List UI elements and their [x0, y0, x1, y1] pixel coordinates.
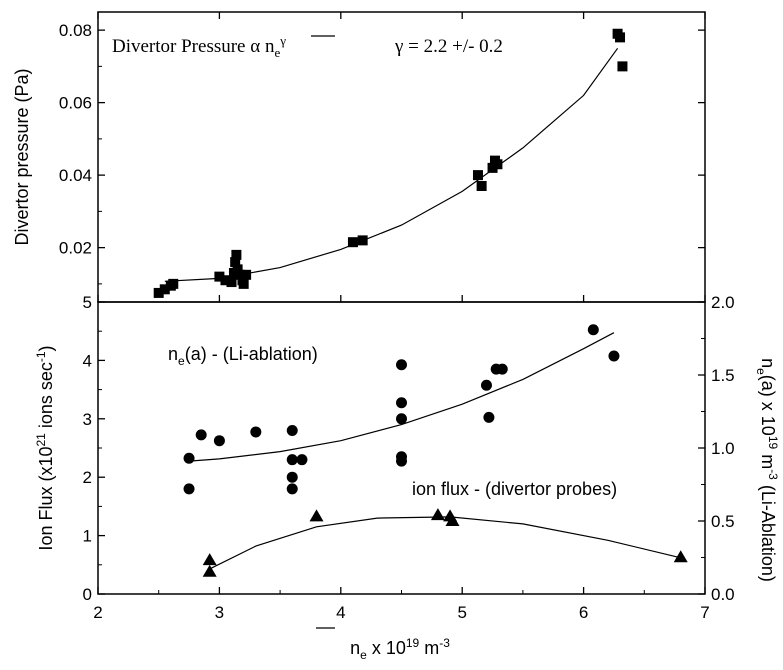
- li-ablation-point: [496, 363, 508, 375]
- left-y-tick-label: 0: [83, 585, 92, 604]
- bottom-right-y-axis-label: ne(a) x 1019 m-3 (Li-Ablation): [754, 358, 780, 582]
- series-label-li-ablation: ne(a) - (Li-ablation): [168, 344, 318, 368]
- li-ablation-fit-line: [189, 332, 615, 462]
- top-y-tick-label: 0.02: [59, 239, 92, 258]
- li-ablation-point: [396, 397, 407, 409]
- pressure-point: [476, 181, 487, 191]
- right-y-tick-label: 1.0: [711, 439, 735, 458]
- pressure-point: [226, 277, 237, 288]
- bottom-fit-lines-group: [189, 332, 681, 570]
- ion-flux-point: [309, 509, 324, 522]
- pressure-point: [615, 32, 626, 43]
- li-ablation-point: [183, 483, 195, 495]
- series-label-ion-flux: ion flux - (divertor probes): [412, 479, 617, 499]
- li-ablation-point: [483, 411, 495, 423]
- li-ablation-point: [396, 413, 407, 425]
- left-y-tick-label: 2: [83, 468, 92, 487]
- li-ablation-point: [183, 452, 195, 464]
- x-tick-label: 6: [579, 603, 588, 622]
- top-y-tick-label: 0.04: [59, 166, 92, 185]
- x-axis-label: ne x 1019 m-3: [350, 636, 450, 662]
- ion-flux-point: [673, 550, 688, 563]
- li-ablation-point: [587, 324, 599, 336]
- left-y-tick-label: 3: [83, 410, 92, 429]
- pressure-point: [492, 159, 503, 170]
- top-points-group: [153, 28, 628, 298]
- li-ablation-point: [296, 454, 308, 466]
- li-ablation-point: [286, 471, 298, 483]
- bottom-left-y-axis-label: Ion Flux (x1021 ions sec-1): [34, 345, 56, 550]
- pressure-point: [238, 278, 249, 289]
- li-ablation-point: [250, 426, 262, 438]
- pressure-point: [235, 269, 246, 280]
- pressure-point: [347, 237, 358, 248]
- gamma-annotation: γ = 2.2 +/- 0.2: [394, 36, 503, 57]
- pressure-point: [214, 271, 225, 282]
- pressure-point: [232, 264, 243, 275]
- top-y-ticks: 0.02 0.04 0.06 0.08: [59, 12, 706, 302]
- left-y-tick-label: 1: [83, 527, 92, 546]
- li-ablation-point: [396, 359, 407, 371]
- li-ablation-point: [396, 455, 407, 467]
- x-tick-label: 7: [700, 603, 709, 622]
- li-ablation-point: [286, 424, 298, 436]
- pressure-point: [617, 61, 628, 72]
- right-y-tick-label: 0.5: [711, 512, 735, 531]
- li-ablation-point: [480, 379, 492, 391]
- pressure-point: [168, 278, 179, 289]
- li-ablation-point: [286, 483, 298, 495]
- ion-flux-point: [445, 514, 460, 526]
- pressure-point: [241, 269, 252, 280]
- li-ablation-point: [286, 454, 298, 466]
- pressure-point: [230, 257, 241, 268]
- x-tick-label: 2: [93, 603, 102, 622]
- top-y-tick-label: 0.06: [59, 94, 92, 113]
- top-fit-line-group: [164, 47, 619, 282]
- top-y-axis-label: Divertor pressure (Pa): [12, 68, 32, 245]
- ion-flux-point: [202, 553, 217, 566]
- top-fit-line: [164, 47, 619, 282]
- right-y-tick-label: 0.0: [711, 585, 735, 604]
- left-y-tick-label: 5: [83, 293, 92, 312]
- pressure-point: [231, 249, 242, 260]
- pressure-point: [220, 275, 231, 286]
- pressure-point: [159, 284, 170, 295]
- right-y-tick-label: 1.5: [711, 366, 735, 385]
- ion-flux-point: [202, 564, 217, 577]
- x-tick-label: 5: [457, 603, 466, 622]
- ion-flux-fit-line: [209, 516, 681, 570]
- x-tick-label: 4: [336, 603, 345, 622]
- left-y-tick-label: 4: [83, 351, 92, 370]
- top-y-tick-label: 0.08: [59, 21, 92, 40]
- pressure-point: [472, 170, 483, 181]
- pressure-point: [153, 287, 164, 298]
- bottom-points-group: [183, 324, 688, 577]
- pressure-point: [357, 235, 368, 246]
- x-tick-label: 3: [215, 603, 224, 622]
- li-ablation-point: [195, 429, 207, 441]
- top-annotation: Divertor Pressure α neγ: [112, 33, 286, 60]
- li-ablation-point: [608, 350, 620, 362]
- right-y-tick-label: 2.0: [711, 293, 735, 312]
- ion-flux-point: [430, 508, 445, 521]
- bottom-axis-ticks: 2 3 4 5 6 7 0 1 2 3 4 5 0.0 0.5 1.0 1.5 2.0: [83, 293, 735, 622]
- li-ablation-point: [213, 435, 225, 447]
